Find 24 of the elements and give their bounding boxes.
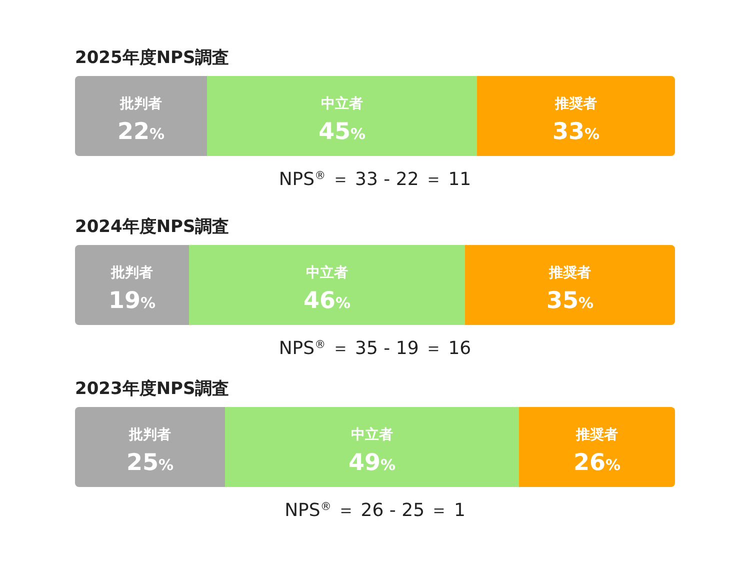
data-label: 25% [126, 450, 174, 476]
data-label: 45% [318, 119, 366, 145]
series-label: 推奨者 [554, 96, 597, 112]
text: NPS$^{®}$ ＝ 26 - 25 ＝ 1 [284, 500, 466, 521]
data-label: 46% [303, 288, 351, 314]
data-label: 26% [573, 450, 621, 476]
series-label: 中立者 [321, 95, 363, 112]
data-label: 49% [348, 450, 396, 476]
series-label: 批判者 [128, 427, 171, 443]
series-label: 批判者 [110, 265, 153, 281]
series-label: 中立者 [351, 426, 393, 443]
chart-title: 2023年度NPS調査 [75, 379, 230, 399]
data-label: 19% [108, 288, 156, 314]
data-label: 33% [552, 119, 600, 145]
series-label: 批判者 [119, 96, 162, 112]
chart-title: 2024年度NPS調査 [75, 217, 230, 237]
series-label: 推奨者 [548, 265, 591, 281]
series-label: 推奨者 [575, 427, 618, 443]
data-label: 22% [117, 119, 165, 145]
data-label: 35% [546, 288, 594, 314]
series-label: 中立者 [306, 264, 348, 281]
chart-title: 2025年度NPS調査 [75, 48, 230, 68]
text: NPS$^{®}$ ＝ 35 - 19 ＝ 16 [278, 338, 472, 359]
text: NPS$^{®}$ ＝ 33 - 22 ＝ 11 [278, 168, 472, 190]
